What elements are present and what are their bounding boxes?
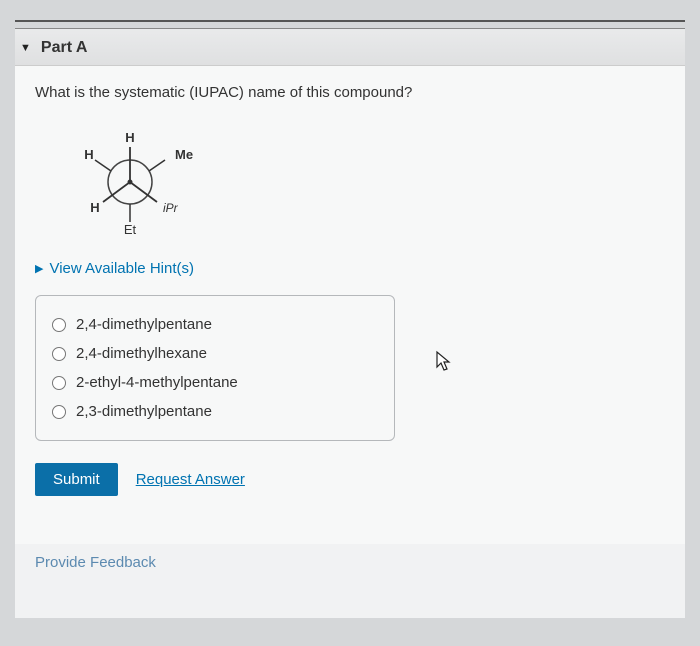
mol-label-bottomleft: H [90,200,99,215]
submit-button[interactable]: Submit [35,463,118,496]
view-hints-link[interactable]: ▶ View Available Hint(s) [35,260,665,277]
collapse-icon: ▼ [20,42,31,54]
answer-options: 2,4-dimethylpentane 2,4-dimethylhexane 2… [35,295,395,441]
part-header[interactable]: ▼ Part A [15,29,685,66]
option-radio[interactable] [52,405,66,419]
option-row[interactable]: 2,4-dimethylhexane [52,339,378,368]
option-row[interactable]: 2-ethyl-4-methylpentane [52,368,378,397]
mol-label-topleft: H [84,147,93,162]
hints-label: View Available Hint(s) [49,260,194,277]
mol-label-bottomright: iPr [163,201,179,215]
option-radio[interactable] [52,376,66,390]
option-label: 2,4-dimethylhexane [76,345,207,362]
part-title: Part A [41,39,88,57]
compound-structure: H H Me H iPr Et [65,127,205,237]
option-label: 2-ethyl-4-methylpentane [76,374,238,391]
question-text: What is the systematic (IUPAC) name of t… [35,84,665,101]
expand-icon: ▶ [35,262,43,275]
option-label: 2,3-dimethylpentane [76,403,212,420]
option-radio[interactable] [52,318,66,332]
action-row: Submit Request Answer [35,463,665,496]
option-radio[interactable] [52,347,66,361]
option-row[interactable]: 2,4-dimethylpentane [52,310,378,339]
mol-label-bottom: Et [124,222,137,237]
mol-label-right: Me [175,147,193,162]
option-row[interactable]: 2,3-dimethylpentane [52,397,378,426]
option-label: 2,4-dimethylpentane [76,316,212,333]
request-answer-link[interactable]: Request Answer [136,471,245,488]
mol-label-top: H [125,130,134,145]
provide-feedback-link[interactable]: Provide Feedback [15,544,685,581]
